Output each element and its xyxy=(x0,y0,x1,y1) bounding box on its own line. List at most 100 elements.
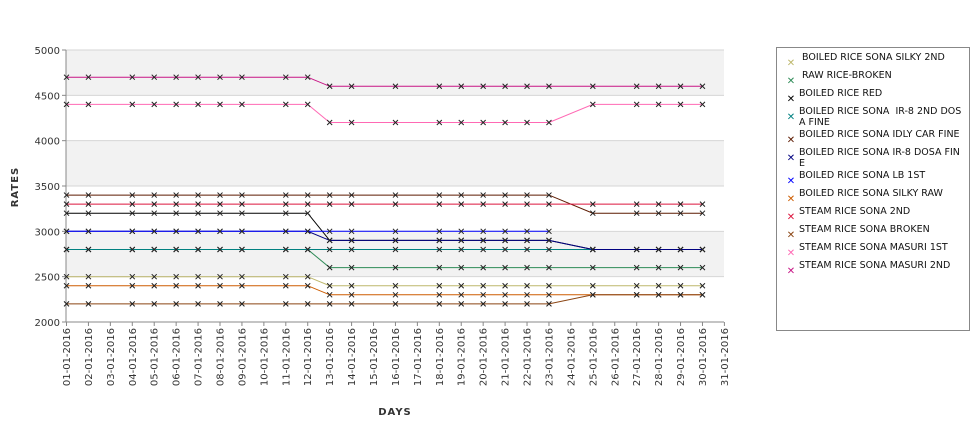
data-point xyxy=(633,282,640,289)
data-point xyxy=(282,301,289,307)
data-point xyxy=(85,210,92,217)
data-point xyxy=(85,282,92,289)
data-point xyxy=(502,301,508,307)
data-point xyxy=(502,119,508,126)
data-point xyxy=(524,291,530,298)
x-tick-label: 07-01-2016 xyxy=(194,328,205,386)
data-point xyxy=(195,228,201,235)
data-point xyxy=(480,246,487,253)
legend-marker-icon: ✕ xyxy=(786,194,796,205)
data-point xyxy=(173,246,180,253)
x-tick-label: 09-01-2016 xyxy=(237,328,248,386)
data-point xyxy=(524,192,530,198)
data-point xyxy=(326,119,333,126)
data-point xyxy=(677,83,684,90)
data-point xyxy=(326,264,333,271)
series-9 xyxy=(63,201,706,207)
data-point xyxy=(195,201,201,207)
x-axis-ticks: 01-01-2016 02-01-2016 03-01-2016 04-01-2016… xyxy=(62,322,731,386)
data-point xyxy=(304,192,311,198)
legend-item: ✕ BOILED RICE RED xyxy=(783,88,965,105)
x-tick-label: 02-01-2016 xyxy=(84,328,95,386)
data-point xyxy=(458,228,465,235)
data-point xyxy=(173,74,180,81)
data-point xyxy=(458,246,465,253)
data-point xyxy=(524,228,530,235)
data-point xyxy=(699,83,706,90)
data-point xyxy=(589,264,596,271)
data-point xyxy=(173,101,180,108)
data-point xyxy=(677,264,684,271)
series-12 xyxy=(63,74,706,90)
data-point xyxy=(392,291,399,298)
data-point xyxy=(546,228,552,235)
series-11 xyxy=(63,101,706,126)
data-point xyxy=(129,282,136,289)
x-tick-label: 14-01-2016 xyxy=(347,328,358,386)
data-point xyxy=(546,119,552,126)
data-point xyxy=(480,119,487,126)
data-point xyxy=(85,246,92,253)
data-point xyxy=(195,101,201,108)
data-point xyxy=(129,301,136,307)
data-point xyxy=(655,201,662,207)
data-point xyxy=(458,237,465,244)
data-point xyxy=(677,246,684,253)
legend-item: ✕ STEAM RICE SONA 2ND xyxy=(783,206,965,223)
x-tick-label: 03-01-2016 xyxy=(106,328,117,386)
data-point xyxy=(480,83,487,90)
data-point xyxy=(173,201,180,207)
data-point xyxy=(589,291,596,298)
y-tick-label: 3000 xyxy=(35,227,60,238)
data-point xyxy=(458,201,465,207)
data-point xyxy=(85,228,92,235)
data-point xyxy=(129,74,136,81)
data-point xyxy=(348,282,355,289)
data-point xyxy=(282,273,289,280)
data-point xyxy=(589,282,596,289)
plot-band xyxy=(66,50,724,96)
data-point xyxy=(546,246,552,253)
data-point xyxy=(151,273,158,280)
x-tick-label: 11-01-2016 xyxy=(281,328,292,386)
x-tick-label: 15-01-2016 xyxy=(369,328,380,386)
data-point xyxy=(480,228,487,235)
data-point xyxy=(151,210,158,217)
legend-marker-icon: ✕ xyxy=(786,248,796,259)
data-point xyxy=(458,264,465,271)
data-point xyxy=(217,74,223,81)
legend-marker-icon: ✕ xyxy=(786,176,796,187)
data-point xyxy=(151,282,158,289)
data-point xyxy=(326,192,333,198)
data-point xyxy=(326,228,333,235)
data-point xyxy=(348,291,355,298)
legend-label: STEAM RICE SONA MASURI 1ST xyxy=(799,242,948,253)
legend-item: ✕ RAW RICE-BROKEN xyxy=(783,70,965,87)
data-point xyxy=(304,74,311,81)
legend-label: STEAM RICE SONA BROKEN xyxy=(799,224,930,235)
series-line xyxy=(66,76,703,87)
data-point xyxy=(677,101,684,108)
legend-label: BOILED RICE SONA IR-8 2ND DOSA FINE xyxy=(799,106,962,128)
legend-marker-icon: ✕ xyxy=(786,58,796,69)
data-point xyxy=(436,246,443,253)
data-point xyxy=(63,192,70,198)
data-point xyxy=(436,237,443,244)
data-point xyxy=(480,192,487,198)
x-tick-label: 31-01-2016 xyxy=(720,328,731,386)
data-point xyxy=(502,246,508,253)
x-tick-label: 05-01-2016 xyxy=(150,328,161,386)
legend-label: BOILED RICE SONA IDLY CAR FINE xyxy=(799,129,960,140)
data-point xyxy=(348,246,355,253)
x-tick-label: 22-01-2016 xyxy=(523,328,534,386)
legend-marker-icon: ✕ xyxy=(786,76,796,87)
data-point xyxy=(282,201,289,207)
data-point xyxy=(633,291,640,298)
x-tick-label: 26-01-2016 xyxy=(610,328,621,386)
data-point xyxy=(239,301,245,307)
data-point xyxy=(546,201,552,207)
data-point xyxy=(151,228,158,235)
data-point xyxy=(524,119,530,126)
data-point xyxy=(633,201,640,207)
data-point xyxy=(480,237,487,244)
